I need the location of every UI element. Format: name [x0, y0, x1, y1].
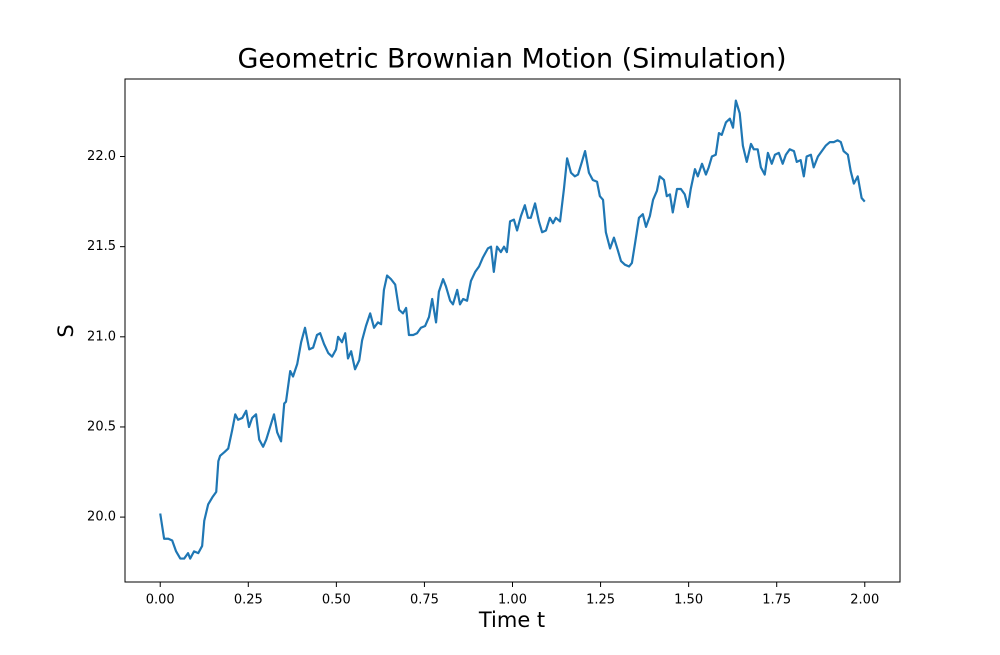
chart-title: Geometric Brownian Motion (Simulation): [237, 44, 786, 75]
x-tick-label: 0.25: [234, 593, 263, 608]
series-line: [159, 99, 866, 560]
x-tick-label: 1.25: [586, 593, 615, 608]
y-tick-label: 20.0: [87, 510, 116, 525]
x-tick-label: 2.00: [850, 593, 879, 608]
x-tick-label: 0.00: [146, 593, 175, 608]
x-tick-label: 0.75: [410, 593, 439, 608]
x-tick-label: 1.50: [674, 593, 703, 608]
y-axis-label: S: [54, 324, 78, 337]
y-tick-label: 21.0: [87, 329, 116, 344]
plot-frame: [124, 78, 901, 583]
y-tick-label: 22.0: [87, 149, 116, 164]
x-axis-label: Time t: [478, 608, 545, 632]
y-tick-label: 21.5: [87, 239, 116, 254]
y-tick-label: 20.5: [87, 419, 116, 434]
x-tick-label: 1.75: [762, 593, 791, 608]
x-tick-label: 0.50: [322, 593, 351, 608]
x-tick-label: 1.00: [498, 593, 527, 608]
